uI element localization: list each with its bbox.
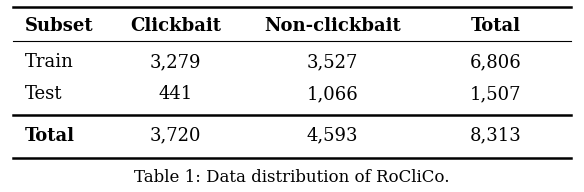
Text: Total: Total xyxy=(25,127,75,145)
Text: Test: Test xyxy=(25,85,62,103)
Text: Clickbait: Clickbait xyxy=(130,17,221,35)
Text: 3,720: 3,720 xyxy=(150,127,201,145)
Text: Table 1: Data distribution of RoCliCo.: Table 1: Data distribution of RoCliCo. xyxy=(134,169,450,186)
Text: 4,593: 4,593 xyxy=(307,127,359,145)
Text: 3,279: 3,279 xyxy=(150,53,201,71)
Text: Non-clickbait: Non-clickbait xyxy=(265,17,401,35)
Text: Total: Total xyxy=(471,17,520,35)
Text: Subset: Subset xyxy=(25,17,93,35)
Text: 6,806: 6,806 xyxy=(470,53,522,71)
Text: 1,507: 1,507 xyxy=(470,85,521,103)
Text: 8,313: 8,313 xyxy=(470,127,522,145)
Text: 3,527: 3,527 xyxy=(307,53,359,71)
Text: 441: 441 xyxy=(159,85,193,103)
Text: Train: Train xyxy=(25,53,74,71)
Text: 1,066: 1,066 xyxy=(307,85,359,103)
